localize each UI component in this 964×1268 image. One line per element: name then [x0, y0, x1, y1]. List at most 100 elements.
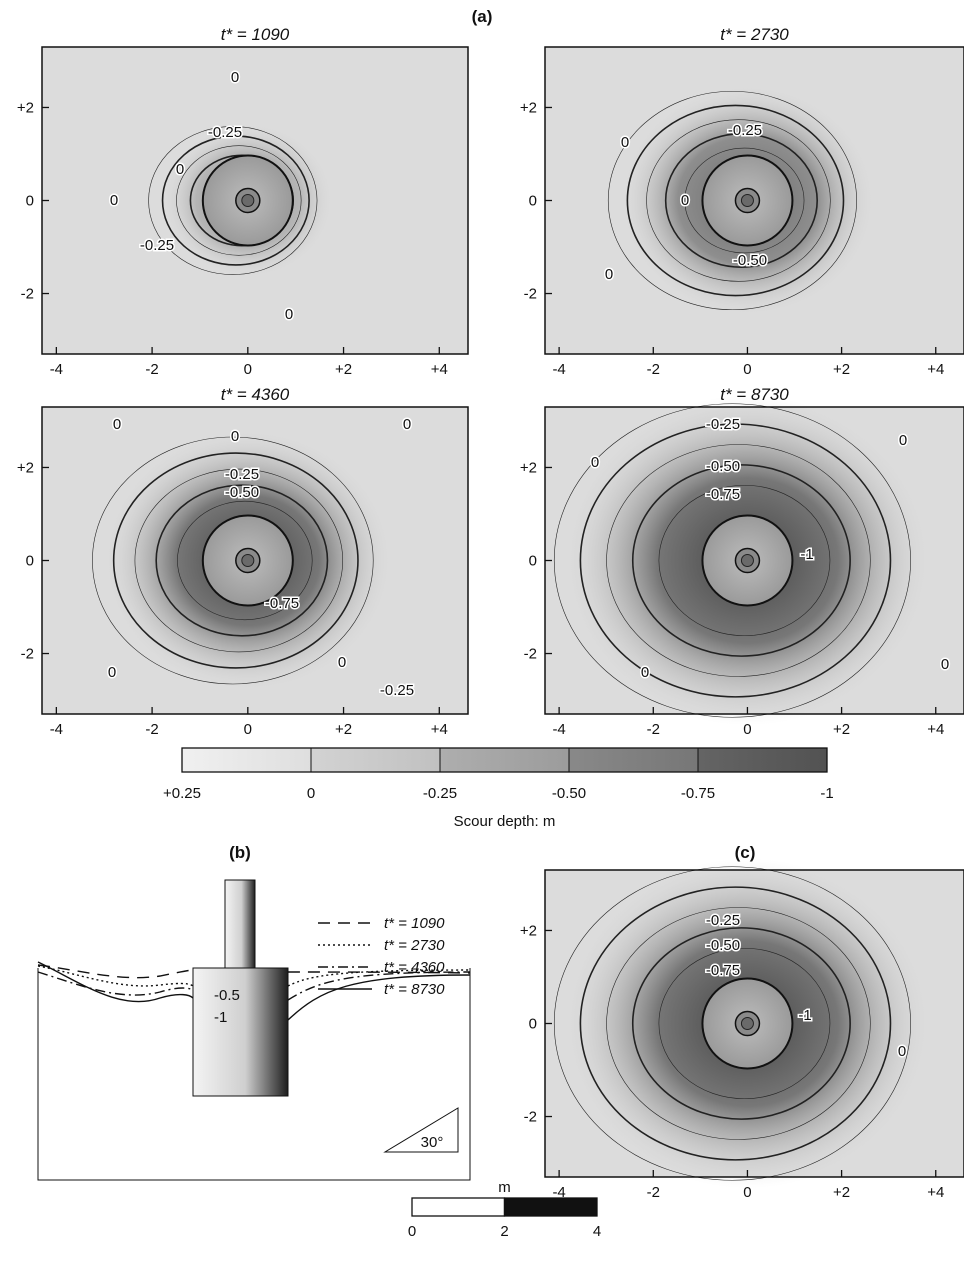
pier-footing-profile: [192, 967, 289, 1097]
depth-label: -1: [214, 1009, 227, 1026]
profile-line-3: [37, 961, 471, 1021]
scale-bar-black: [503, 1197, 598, 1217]
y-tick-label: -2: [524, 646, 537, 663]
panel-title: t* = 8730: [720, 385, 789, 404]
x-tick-label: +2: [833, 361, 850, 378]
profile-line-2: [37, 971, 471, 1001]
angle-label: 30°: [421, 1134, 444, 1151]
x-tick-label: -2: [145, 361, 158, 378]
depth-label: -0.5: [214, 987, 240, 1004]
contour-label: 0: [605, 266, 613, 283]
colorbar-tick-label: -0.50: [552, 785, 586, 802]
colorbar-tick-label: +0.25: [163, 785, 201, 802]
x-tick-label: 0: [244, 361, 252, 378]
contour-maps: -4 -2 0 +2 +4 +2 0 -2 t* = 1090 0 -0.25 0 0 -0.25 0 -4 -…: [17, 25, 964, 1201]
x-tick-label: +4: [927, 721, 944, 738]
scale-tick-label: 0: [408, 1223, 416, 1240]
colorbar-frame: [181, 747, 828, 773]
x-tick-label: +4: [927, 1184, 944, 1201]
contour-line: [176, 145, 302, 256]
y-tick-label: 0: [529, 1016, 537, 1033]
y-tick-label: 0: [529, 553, 537, 570]
contour-line: [161, 135, 310, 266]
scale-bar: m 0 2 4: [408, 1179, 601, 1240]
contour-label: 0: [681, 192, 689, 209]
x-tick-label: +2: [833, 721, 850, 738]
profile-line-1: [37, 965, 471, 987]
colorbar-gradient: [182, 748, 827, 772]
contour-line: [579, 423, 892, 698]
contour-line: [658, 484, 831, 637]
contour-line: [631, 927, 851, 1120]
contour-label: 0: [403, 416, 411, 433]
scale-tick-label: 2: [500, 1223, 508, 1240]
y-tick-label: 0: [26, 193, 34, 210]
colorbar-tick-label: -0.75: [681, 785, 715, 802]
y-tick-label: -2: [21, 286, 34, 303]
panel-title: t* = 2730: [720, 25, 789, 44]
y-tick-label: +2: [17, 459, 34, 476]
contour-line: [155, 484, 329, 637]
contour-label: -0.50: [733, 252, 767, 269]
contour-label: 0: [231, 428, 239, 445]
x-tick-label: -4: [552, 361, 565, 378]
pier-core: [740, 194, 754, 207]
contour-line: [148, 126, 318, 275]
colorbar-title: Scour depth: m: [454, 813, 556, 830]
contour-line: [134, 468, 344, 653]
contour-line: [553, 866, 911, 1181]
colorbar-tick-label: 0: [307, 785, 315, 802]
contour-line: [606, 444, 871, 677]
x-tick-label: -4: [552, 721, 565, 738]
contour-line: [684, 147, 805, 254]
contour-line: [658, 947, 831, 1100]
contour-label: 0: [285, 306, 293, 323]
x-tick-label: -4: [552, 1184, 565, 1201]
contour-label: -0.75: [265, 595, 299, 612]
slope-triangle: [383, 1107, 459, 1153]
pier-core: [241, 554, 255, 567]
contour-label: 0: [231, 69, 239, 86]
colorbar-tick-label: -0.25: [423, 785, 457, 802]
pier-core: [740, 1017, 754, 1030]
x-tick-label: 0: [743, 361, 751, 378]
contour-panel-t2730: -4 -2 0 +2 +4 +2 0 -2 t* = 2730 -0.25 0 0 -0.50 0: [520, 25, 964, 378]
x-tick-label: 0: [743, 1184, 751, 1201]
contour-panel-t4360: -4 -2 0 +2 +4+20-2t* = 4360000-0.25-0.50-0.7…: [17, 385, 469, 738]
x-tick-label: 0: [244, 721, 252, 738]
contour-label: -0.25: [706, 416, 740, 433]
x-tick-label: +4: [927, 361, 944, 378]
x-tick-label: +2: [335, 361, 352, 378]
contour-label: 0: [108, 664, 116, 681]
contour-label: -1: [798, 1007, 811, 1024]
y-tick-label: +2: [520, 99, 537, 116]
contour-label: -0.50: [706, 458, 740, 475]
profile-line-0: [37, 964, 471, 979]
panel-title: t* = 1090: [221, 25, 290, 44]
contour-label: 0: [898, 1043, 906, 1060]
x-tick-label: +2: [335, 721, 352, 738]
x-tick-label: 0: [743, 721, 751, 738]
contour-label: -0.25: [380, 682, 414, 699]
panel-label-c: (c): [735, 843, 756, 862]
contour-panel-t8730: -4 -2 0 +2 +4 +2 0 -2 t* = 8730 -0.25 -0.50 -0.75 -1…: [520, 385, 964, 738]
x-tick-label: -4: [50, 361, 63, 378]
contour-line: [626, 104, 845, 297]
panel-title: t* = 4360: [221, 385, 290, 404]
contour-panel-c: -4 -2 0 +2 +4 +2 0 -2 -0.25 -0.50 -0.75 -1 0: [520, 858, 964, 1201]
contour-line: [92, 436, 374, 685]
y-tick-label: +2: [17, 99, 34, 116]
contour-label: 0: [621, 134, 629, 151]
y-tick-label: -2: [524, 286, 537, 303]
legend-label: t* = 2730: [384, 937, 445, 954]
scale-tick-label: 4: [593, 1223, 601, 1240]
contour-line: [646, 119, 831, 282]
pier-core: [241, 194, 255, 207]
contour-line: [579, 886, 892, 1161]
x-tick-label: +4: [431, 361, 448, 378]
contour-label: -0.25: [140, 237, 174, 254]
contour-line: [553, 403, 911, 718]
y-tick-label: +2: [520, 922, 537, 939]
legend-label: t* = 8730: [384, 981, 445, 998]
contour-label: -0.75: [706, 962, 740, 979]
